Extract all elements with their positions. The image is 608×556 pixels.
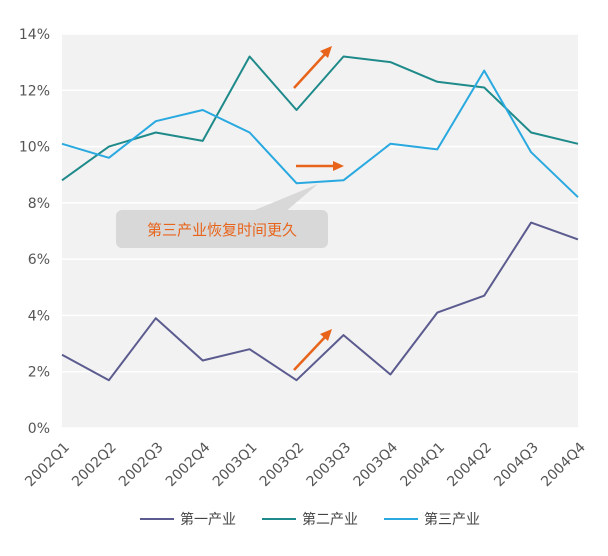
x-tick-label: 2002Q2 [69, 440, 120, 491]
x-tick-label: 2003Q3 [304, 440, 355, 491]
y-tick-label: 0% [28, 421, 50, 437]
x-tick-label: 2002Q4 [163, 439, 214, 490]
arrow-head-second-industry [320, 46, 332, 58]
x-tick-label: 2003Q1 [210, 440, 261, 491]
series-lines [61, 55, 579, 382]
y-tick-label: 4% [28, 308, 50, 324]
y-tick-label: 12% [19, 83, 50, 99]
legend-label: 第三产业 [424, 511, 480, 528]
arrow-head-third-industry [333, 161, 344, 171]
legend-label: 第二产业 [302, 511, 358, 528]
x-axis-ticks: 2002Q12002Q22002Q32002Q42003Q12003Q22003… [22, 439, 589, 490]
callout-pointer [250, 184, 318, 212]
series-line [61, 69, 579, 198]
x-tick-label: 2003Q4 [351, 439, 402, 490]
arrow-second-industry [293, 51, 328, 89]
arrow-first-industry [293, 334, 328, 371]
x-tick-label: 2004Q2 [444, 440, 495, 491]
callout-text: 第三产业恢复时间更久 [147, 221, 297, 239]
callout-box [116, 210, 328, 248]
legend-label: 第一产业 [180, 511, 236, 528]
series-line [61, 55, 579, 182]
y-tick-label: 6% [28, 252, 50, 268]
gridlines [62, 33, 578, 429]
x-tick-label: 2003Q2 [257, 440, 308, 491]
x-tick-label: 2004Q4 [538, 439, 589, 490]
arrow-head-first-industry [320, 329, 332, 341]
x-tick-label: 2004Q1 [397, 440, 448, 491]
y-tick-label: 14% [19, 27, 50, 43]
x-tick-label: 2002Q1 [22, 440, 73, 491]
legend: 第一产业 第二产业 第三产业 [140, 511, 480, 528]
y-tick-label: 8% [28, 196, 50, 212]
x-tick-label: 2002Q3 [116, 440, 167, 491]
y-axis-ticks: 0% 2% 4% 6% 8% 10% 12% 14% [19, 27, 50, 437]
y-tick-label: 2% [28, 365, 50, 381]
y-tick-label: 10% [19, 140, 50, 156]
x-tick-label: 2004Q3 [491, 440, 542, 491]
series-line [61, 221, 579, 382]
callout: 第三产业恢复时间更久 [116, 184, 328, 248]
annotation-arrows [293, 46, 344, 371]
